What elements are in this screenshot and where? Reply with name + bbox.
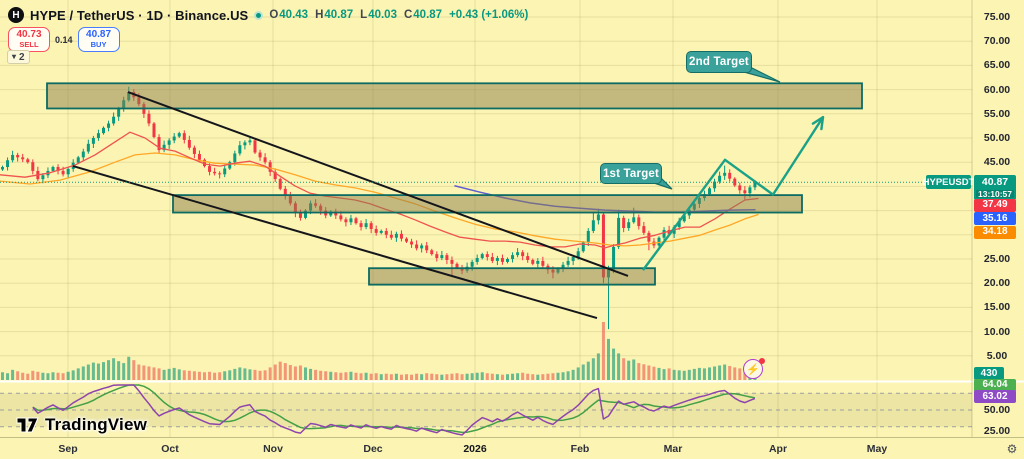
- ohlc-open-label: O: [269, 9, 279, 21]
- gridlines-layer: [0, 0, 972, 437]
- mid-resistance-zone: [172, 194, 803, 214]
- ohlc-low-value: 40.03: [368, 9, 397, 21]
- ohlc-low-label: L: [360, 9, 368, 21]
- time-axis-label: Apr: [768, 443, 788, 455]
- price-axis-tick: 10.00: [983, 325, 1011, 338]
- indicators-count: 2: [19, 51, 25, 63]
- rsi-value-tag: 63.02: [974, 390, 1016, 403]
- time-axis-label: May: [866, 443, 888, 455]
- ma-fast-price-tag: 37.49: [974, 198, 1016, 212]
- indicators-collapse-toggle[interactable]: ▾ 2: [7, 50, 30, 64]
- ohlc-close-value: 40.87: [413, 9, 443, 21]
- time-axis-label: Nov: [263, 443, 283, 455]
- rsi-ma-tag: 64.04: [974, 378, 1016, 392]
- ohlc-close-label: C: [403, 9, 413, 21]
- channel-trendline: [72, 165, 598, 320]
- buy-label: BUY: [90, 40, 107, 50]
- second-target-callout[interactable]: 2nd Target: [686, 51, 752, 73]
- price-axis-tick: 50.00: [983, 132, 1011, 144]
- first-target-callout[interactable]: 1st Target: [600, 163, 662, 184]
- price-axis-tick: 15.00: [983, 301, 1011, 314]
- ma-slow-price-tag: 34.18: [974, 225, 1016, 239]
- spread-value: 0.14: [55, 34, 73, 45]
- tradingview-logo[interactable]: TradingView: [16, 414, 147, 436]
- bar-countdown: 13:10:57: [975, 188, 1015, 199]
- trade-buttons: 40.73 SELL 0.14 40.87 BUY: [8, 27, 120, 52]
- price-axis-tick: 20.00: [983, 277, 1011, 290]
- sell-button[interactable]: 40.73 SELL: [8, 27, 50, 52]
- chevron-down-icon: ▾: [12, 52, 17, 61]
- axis-settings-icon[interactable]: ⚙: [1006, 442, 1018, 456]
- upper-supply-zone: [46, 82, 863, 110]
- price-axis-tick: 75.00: [983, 11, 1011, 23]
- price-axis-tick: 60.00: [983, 83, 1011, 96]
- price-axis-tick: 25.00: [983, 253, 1011, 265]
- notification-dot: [759, 358, 765, 364]
- symbol-legend: H HYPE / TetherUS · 1D · Binance.US O40.…: [8, 7, 528, 23]
- price-axis-tick: 65.00: [983, 59, 1011, 72]
- volume-bars-layer: [1, 322, 757, 380]
- price-axis-tick: 45.00: [983, 156, 1011, 169]
- symbol-logo-icon: H: [8, 7, 24, 23]
- ohlc-high-value: 40.87: [324, 9, 354, 21]
- sell-label: SELL: [19, 40, 39, 50]
- ohlc-values: O40.43 H40.87 L40.03 C40.87 +0.43 (+1.06…: [269, 9, 528, 21]
- ohlc-high-label: H: [315, 9, 324, 21]
- buy-price: 40.87: [86, 29, 112, 41]
- tradingview-logo-text: TradingView: [45, 415, 148, 434]
- trendlines-layer[interactable]: [72, 91, 629, 320]
- rsi-line: [32, 384, 756, 436]
- time-axis-label: Feb: [570, 443, 590, 455]
- symbol-price-label-tag: HYPEUSDT: [922, 175, 975, 189]
- symbol-title[interactable]: HYPE / TetherUS · 1D · Binance.US: [30, 7, 249, 23]
- rsi-band: [0, 392, 972, 428]
- flash-event-icon[interactable]: ⚡: [743, 358, 765, 380]
- time-axis-label: Dec: [363, 443, 383, 455]
- volume-value-tag: 430: [974, 367, 1004, 380]
- price-axis-tick: 70.00: [983, 35, 1011, 48]
- time-axis-label: Oct: [161, 443, 179, 455]
- buy-button[interactable]: 40.87 BUY: [77, 27, 120, 52]
- price-axis-tick: 5.00: [986, 349, 1008, 362]
- ma-fast-line: [0, 131, 759, 249]
- time-axis-label: Mar: [663, 443, 683, 455]
- projection-arrow[interactable]: [642, 115, 825, 271]
- ohlc-open-value: 40.43: [279, 9, 309, 21]
- market-status-icon: [254, 10, 264, 20]
- channel-trendline: [127, 91, 629, 277]
- time-axis-label: Sep: [58, 443, 78, 455]
- ma-long-price-tag: 35.16: [974, 212, 1016, 225]
- tradingview-logo-icon: [16, 417, 39, 433]
- rsi-axis-tick[interactable]: 50.00: [983, 403, 1011, 416]
- sell-price: 40.73: [16, 29, 42, 41]
- last-price-value: 40.87: [981, 176, 1009, 188]
- price-change: +0.43 (+1.06%): [449, 9, 529, 21]
- price-axis-tick: 55.00: [983, 107, 1011, 120]
- rsi-axis-tick[interactable]: 25.00: [983, 424, 1011, 437]
- last-price-tag: 40.87 13:10:57: [974, 175, 1016, 200]
- time-axis-label: 2026: [463, 443, 487, 455]
